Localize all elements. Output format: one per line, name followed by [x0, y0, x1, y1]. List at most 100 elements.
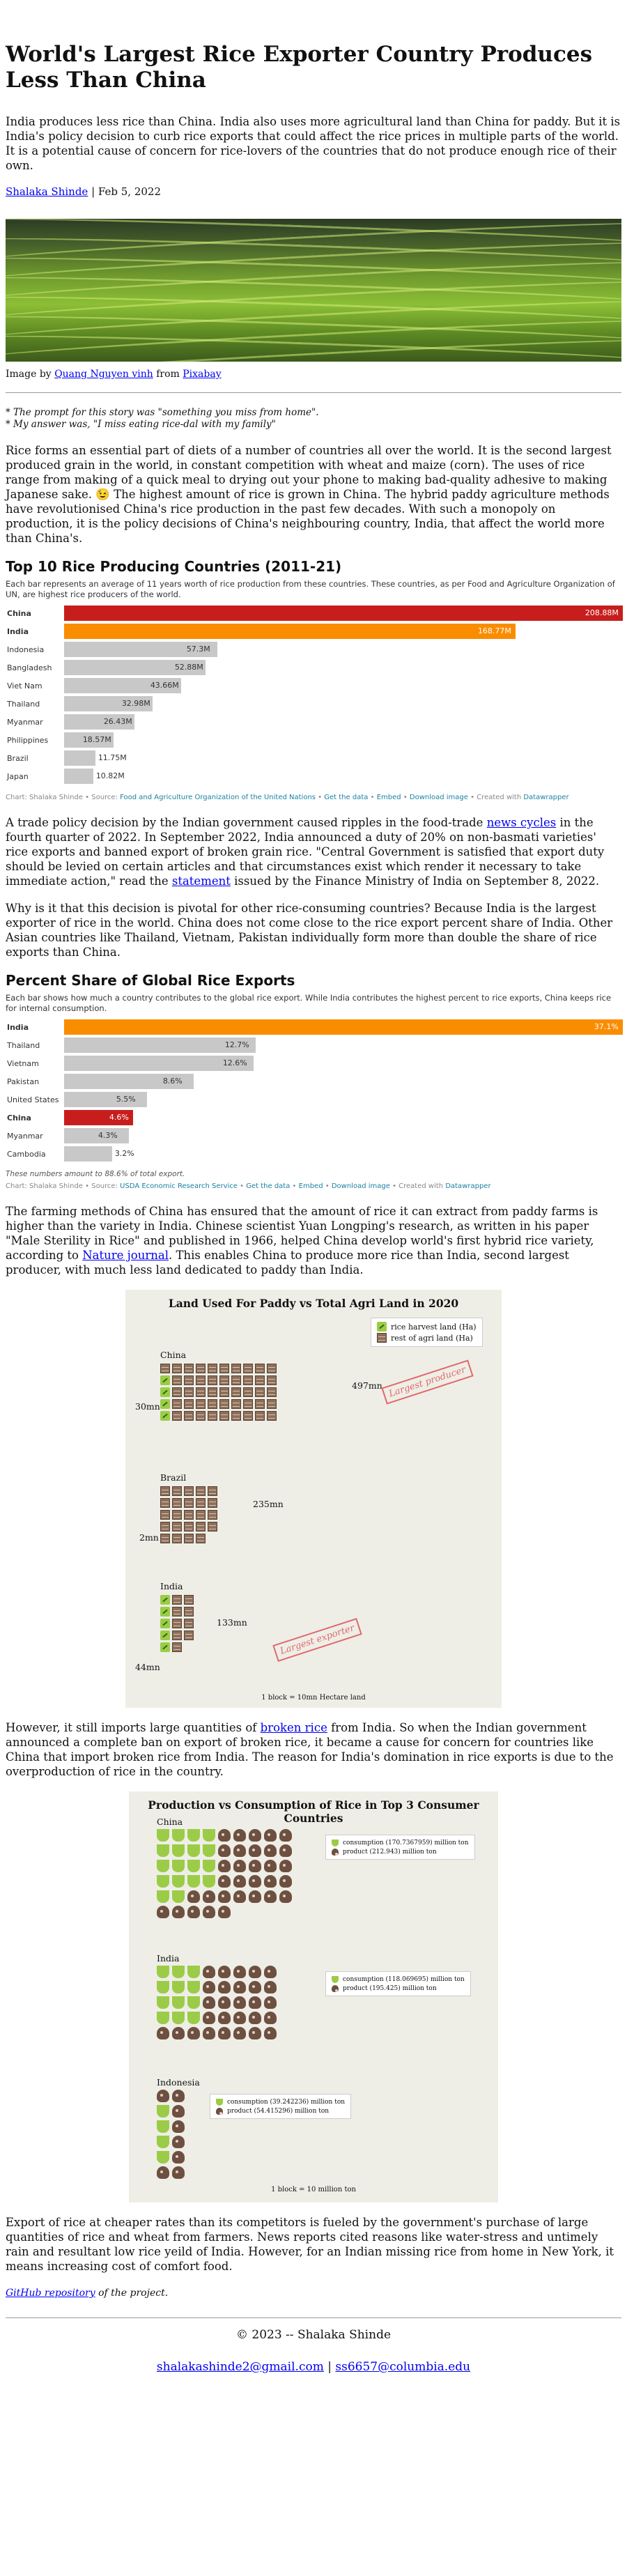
china-legend: consumption (170.7367959) million ton pr…: [325, 1835, 475, 1860]
icon-row: [160, 1364, 277, 1373]
rice-sack-icon: [249, 1844, 261, 1857]
icon-row: [160, 1595, 194, 1605]
farmland-icon: [184, 1595, 194, 1605]
indonesia-rice-grid: [157, 2090, 185, 2182]
bar: [63, 1128, 129, 1143]
nature-journal-link[interactable]: Nature journal: [82, 1249, 169, 1262]
farmland-icon: [255, 1375, 265, 1385]
rice-sack-icon: [264, 1890, 277, 1903]
farmland-icon: [208, 1510, 217, 1520]
datawrapper-link[interactable]: Datawrapper: [523, 794, 569, 801]
farmland-icon: [196, 1411, 206, 1421]
bar-category-label: China: [7, 608, 31, 618]
rice-sack-icon: [172, 2151, 185, 2164]
farmland-icon: [208, 1364, 217, 1373]
icon-row: [157, 1996, 277, 2009]
farmland-icon: [172, 1522, 182, 1532]
source-link[interactable]: Food and Agriculture Organization of the…: [120, 794, 316, 801]
broken-rice-link[interactable]: broken rice: [260, 1721, 327, 1734]
bar-category-label: India: [7, 626, 29, 636]
get-data-link[interactable]: Get the data: [324, 794, 369, 801]
download-image-link[interactable]: Download image: [331, 1182, 390, 1190]
farmland-icon: [243, 1399, 253, 1409]
rice-sack-icon: [264, 1966, 277, 1978]
rice-bowl-icon: [172, 1996, 185, 2009]
farmland-icon: [243, 1411, 253, 1421]
rice-bowl-icon: [187, 1996, 200, 2009]
bar: [63, 606, 623, 621]
farmland-icon: [172, 1595, 182, 1605]
embed-link[interactable]: Embed: [376, 794, 401, 801]
text-span: The farming methods of China has ensured…: [6, 1205, 598, 1262]
rice-sack-icon: [233, 1966, 246, 1978]
article: World's Largest Rice Exporter Country Pr…: [6, 0, 623, 2402]
rice-sack-icon: [157, 2090, 169, 2102]
farmland-icon: [172, 1619, 182, 1628]
get-data-link[interactable]: Get the data: [246, 1182, 291, 1190]
farmland-icon: [231, 1364, 241, 1373]
legend-item: product (212.943) million ton: [332, 1847, 469, 1856]
github-repository-link[interactable]: GitHub repository: [6, 2288, 95, 2299]
photographer-link[interactable]: Quang Nguyen vinh: [54, 369, 153, 380]
icon-row: [157, 2136, 185, 2148]
bar-row: Vietnam 12.6%: [6, 1056, 621, 1071]
rice-sack-icon: [249, 1981, 261, 1993]
download-image-link[interactable]: Download image: [409, 794, 468, 801]
bar-track: 3.2%: [63, 1146, 621, 1162]
land-use-infographic: Land Used For Paddy vs Total Agri Land i…: [125, 1290, 502, 1708]
largest-producer-stamp: Largest producer: [381, 1359, 474, 1405]
datawrapper-link[interactable]: Datawrapper: [445, 1182, 491, 1190]
created-with: • Created with: [392, 1182, 444, 1190]
rice-sack-icon: [157, 2027, 169, 2039]
email-link[interactable]: ss6657@columbia.edu: [335, 2360, 471, 2374]
bar-category-label: Brazil: [7, 753, 29, 763]
rice-sack-icon: [218, 1860, 231, 1872]
icon-row: [157, 2012, 277, 2024]
icon-row: [157, 1875, 292, 1888]
rice-bowl-icon: [332, 1839, 339, 1846]
separator: •: [370, 794, 375, 801]
email-link[interactable]: shalakashinde2@gmail.com: [156, 2360, 324, 2374]
farmland-icon: [172, 1399, 182, 1409]
rice-sack-icon: [218, 1996, 231, 2009]
figure-title: Production vs Consumption of Rice in Top…: [148, 1798, 479, 1825]
prompt-note: * The prompt for this story was "somethi…: [6, 407, 621, 431]
bar-track: 12.6%: [63, 1056, 621, 1071]
credit-prefix: Image by: [6, 369, 52, 380]
legend-item: consumption (118.069695) million ton: [332, 1975, 465, 1984]
rice-sack-icon: [187, 2027, 200, 2039]
bar-track: 37.1%: [63, 1019, 623, 1035]
farmland-icon: [231, 1411, 241, 1421]
bar-row: Cambodia 3.2%: [6, 1146, 621, 1162]
bar-track: 52.88M: [63, 660, 621, 675]
prompt-note-line: * The prompt for this story was "somethi…: [6, 407, 319, 418]
india-rice-grid: [157, 1966, 277, 2042]
rice-sack-icon: [218, 1981, 231, 1993]
icon-row: [160, 1411, 277, 1421]
rice-plant-icon: [160, 1619, 170, 1628]
text-span: A trade policy decision by the Indian go…: [6, 816, 483, 829]
india-land-grid: [160, 1595, 194, 1654]
india-legend: consumption (118.069695) million ton pro…: [325, 1971, 471, 1996]
bar-value-label: 43.66M: [150, 681, 179, 690]
news-cycles-link[interactable]: news cycles: [486, 816, 557, 829]
rice-sack-icon: [172, 2027, 185, 2039]
farmland-icon: [196, 1522, 206, 1532]
rice-sack-icon: [264, 2012, 277, 2024]
source-link[interactable]: USDA Economic Research Service: [120, 1182, 238, 1190]
pixabay-link[interactable]: Pixabay: [183, 369, 222, 380]
rice-sack-icon: [279, 1829, 292, 1842]
bar: [63, 1038, 256, 1053]
icon-row: [157, 2166, 185, 2179]
farmland-icon: [172, 1534, 182, 1543]
author-link[interactable]: Shalaka Shinde: [6, 185, 88, 198]
bar-row: India 37.1%: [6, 1019, 623, 1035]
intro-paragraph: India produces less rice than China. Ind…: [6, 115, 621, 172]
statement-link[interactable]: statement: [171, 874, 231, 888]
legend-label: consumption (170.7367959) million ton: [343, 1839, 469, 1846]
rice-sack-icon: [203, 1996, 215, 2009]
legend-item: consumption (170.7367959) million ton: [332, 1838, 469, 1847]
text-span: issued by the Finance Ministry of India …: [234, 874, 600, 888]
bar-category-label: Cambodia: [7, 1149, 46, 1159]
embed-link[interactable]: Embed: [298, 1182, 323, 1190]
